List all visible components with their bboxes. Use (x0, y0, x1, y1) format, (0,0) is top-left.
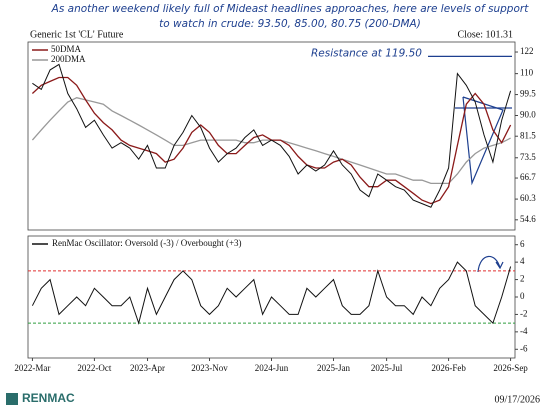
y-tick-label: 90.0 (520, 110, 536, 120)
x-tick-label: 2022-Oct (77, 363, 111, 373)
close-label: Close: 101.31 (457, 29, 513, 40)
y-tick-label: 99.5 (520, 89, 536, 99)
y-tick-label: 66.7 (520, 172, 536, 182)
chart-title: Generic 1st 'CL' Future (30, 29, 124, 40)
brand: RENMAC (22, 391, 75, 405)
header-line: As another weekend likely full of Mideas… (51, 3, 530, 15)
y-tick-label: 81.5 (520, 130, 536, 140)
y-tick-label: 122 (520, 46, 534, 56)
y-tick-label: -2 (520, 308, 528, 318)
price-frame (27, 41, 516, 231)
y-tick-label: 2 (520, 274, 525, 284)
y-tick-label: -4 (520, 326, 528, 336)
y-tick-label: 110 (520, 68, 534, 78)
osc-title: RenMac Oscillator: Oversold (-3) / Overb… (52, 238, 242, 248)
footer-date: 09/17/2026 (494, 394, 540, 405)
header-line: to watch in crude: 93.50, 85.00, 80.75 (… (159, 18, 421, 30)
x-tick-label: 2022-Mar (14, 363, 50, 373)
x-tick-label: 2025-Jul (371, 363, 403, 373)
y-tick-label: -6 (520, 343, 528, 353)
legend-label: 50DMA (51, 44, 82, 54)
curved-arrow (477, 255, 504, 273)
y-tick-label: 6 (520, 239, 525, 249)
y-tick-label: 73.5 (520, 152, 536, 162)
y-tick-label: 60.3 (520, 193, 536, 203)
legend-label: 200DMA (51, 54, 86, 64)
x-tick-label: 2024-Jun (255, 363, 289, 373)
x-tick-label: 2023-Apr (130, 363, 165, 373)
triangle-annotation (462, 96, 504, 186)
series-line (32, 63, 512, 208)
series-line (31, 261, 512, 325)
y-tick-label: 4 (520, 256, 525, 266)
y-tick-label: 0 (520, 291, 525, 301)
x-tick-label: 2025-Jan (317, 363, 350, 373)
x-tick-label: 2026-Feb (431, 363, 466, 373)
annotation: Resistance at 119.50 (311, 47, 422, 59)
logo-icon (6, 393, 18, 405)
y-tick-label: 54.6 (520, 214, 536, 224)
x-tick-label: 2026-Sep (493, 363, 528, 373)
x-tick-label: 2023-Nov (191, 363, 228, 373)
